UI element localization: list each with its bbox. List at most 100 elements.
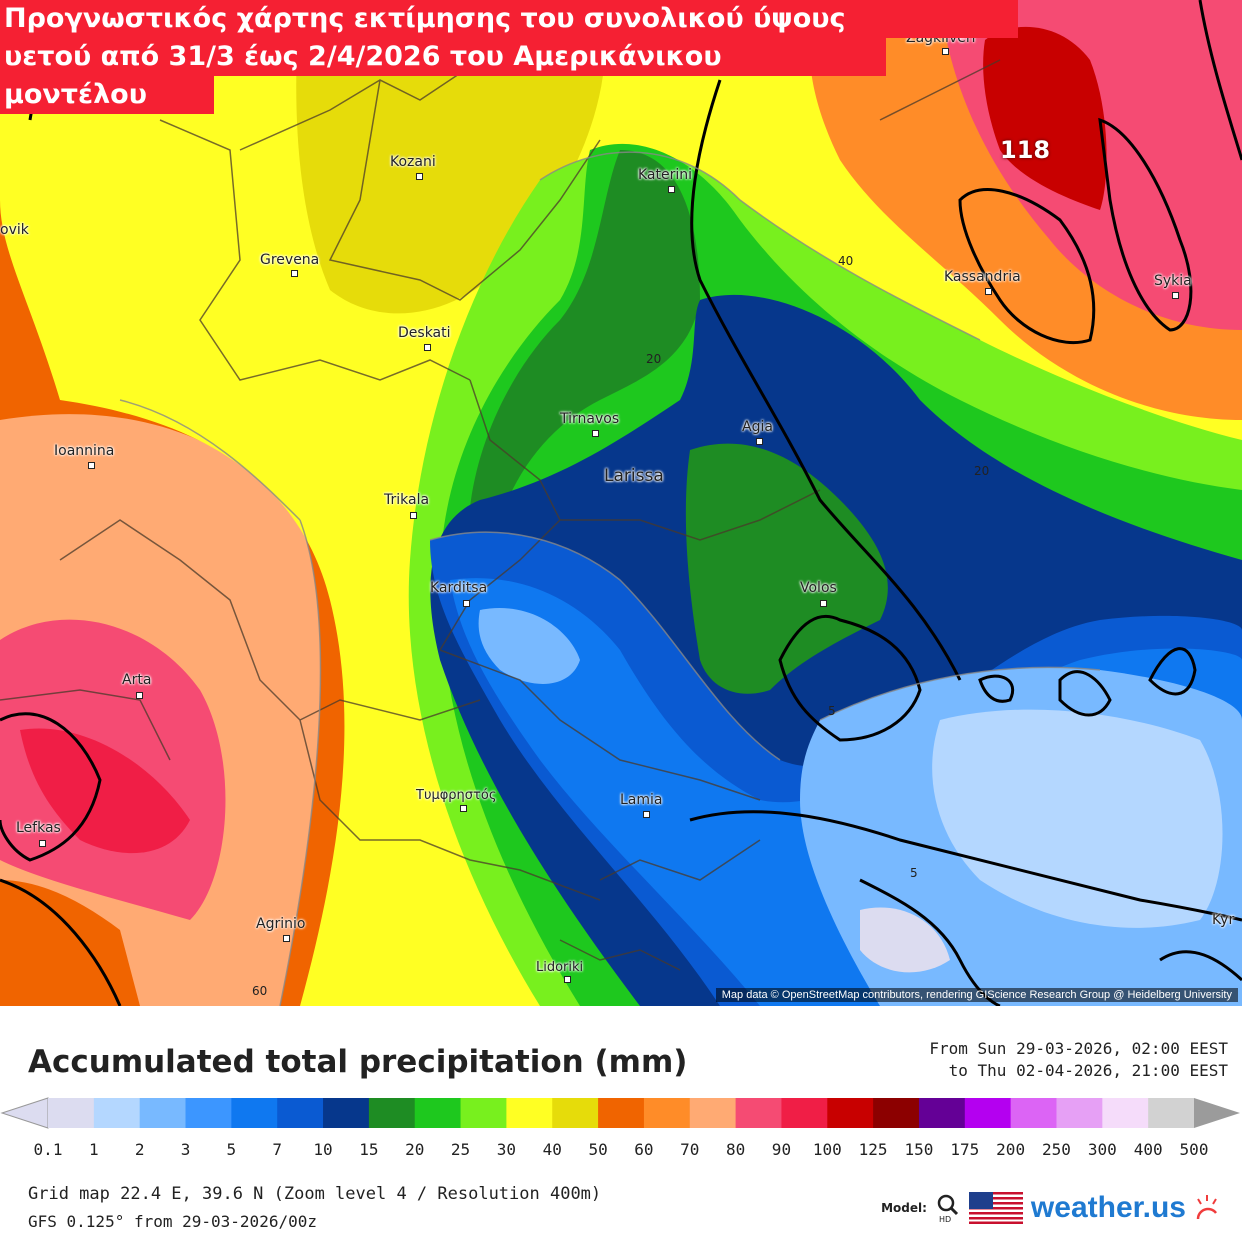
scale-cell	[689, 1098, 737, 1128]
city-marker	[668, 186, 675, 193]
city-marker	[416, 173, 423, 180]
city-marker	[643, 811, 650, 818]
city-marker	[136, 692, 143, 699]
city-label-tymfristos: Τυμφρηστός	[416, 788, 497, 803]
scale-cell	[964, 1098, 1012, 1128]
model-label: Model:	[881, 1201, 927, 1215]
scale-cell	[1056, 1098, 1103, 1128]
scale-tick-label: 1	[89, 1140, 99, 1159]
scale-tick-label: 90	[771, 1140, 792, 1159]
scale-tick-label: 30	[496, 1140, 517, 1159]
city-label-katerini: Katerini	[638, 167, 693, 183]
search-hd-icon: HD	[937, 1194, 958, 1223]
scale-cell	[277, 1098, 324, 1128]
city-marker	[564, 976, 571, 983]
max-value-label: 118	[1000, 136, 1051, 164]
city-label-kozani: Kozani	[390, 154, 436, 170]
city-label-tirnavos: Tirnavos	[560, 411, 620, 427]
scale-cell	[1148, 1098, 1195, 1128]
scale-tick-label: 250	[1042, 1140, 1071, 1159]
svg-text:HD: HD	[939, 1215, 951, 1223]
city-label-arta: Arta	[122, 672, 152, 688]
contour-label: 60	[252, 984, 268, 998]
city-label-agrinio: Agrinio	[256, 916, 306, 932]
scale-cell	[368, 1098, 416, 1128]
city-label-lefkas: Lefkas	[16, 820, 61, 836]
city-marker	[1172, 292, 1179, 299]
scale-cell	[827, 1098, 874, 1128]
model-run-info: GFS 0.125° from 29-03-2026/00z	[28, 1212, 317, 1231]
scale-tick-label: 60	[634, 1140, 654, 1159]
scale-tick-label: 80	[725, 1140, 746, 1159]
scale-tick-label: 3	[180, 1140, 191, 1159]
scale-tick-label: 10	[313, 1140, 333, 1159]
scale-cell	[781, 1098, 828, 1128]
scale-cell	[323, 1098, 370, 1128]
scale-tick-label: 40	[542, 1140, 562, 1159]
scale-cell	[598, 1098, 645, 1128]
headline-line-3: μοντέλου	[0, 76, 214, 114]
city-marker	[463, 600, 470, 607]
scale-cell	[414, 1098, 462, 1128]
scale-cells	[48, 1098, 1195, 1128]
city-label-kassandria: Kassandria	[944, 269, 1021, 285]
scale-cell	[1010, 1098, 1057, 1128]
admin-boundaries	[0, 29, 1001, 971]
scale-arrow-left	[0, 1097, 49, 1129]
color-scale	[0, 1097, 1240, 1129]
scale-tick-label: 300	[1087, 1140, 1117, 1159]
city-label-ioannina: Ioannina	[54, 443, 115, 459]
contour-label: 40	[838, 254, 854, 268]
scale-tick-label: 7	[272, 1140, 283, 1159]
city-marker	[985, 288, 992, 295]
contour-label: 20	[974, 464, 990, 478]
contour-label: 5	[828, 704, 836, 718]
city-label-volos: Volos	[800, 580, 837, 596]
city-label-grevena: Grevena	[260, 252, 320, 268]
us-flag-icon	[968, 1192, 1023, 1224]
map-credit: Map data © OpenStreetMap contributors, r…	[715, 988, 1238, 1002]
contour-lines	[119, 151, 1101, 1006]
city-label-trikala: Trikala	[384, 492, 430, 508]
scale-tick-label: 5	[226, 1140, 237, 1159]
contour-label: 5	[910, 866, 918, 880]
field-light-blue-karditsa	[478, 608, 580, 684]
scale-tick-label: 50	[588, 1140, 608, 1159]
scale-cell	[93, 1098, 141, 1128]
headline-line-1: Προγνωστικός χάρτης εκτίμησης του συνολι…	[0, 0, 1018, 38]
city-marker	[942, 48, 949, 55]
coastline	[0, 0, 1242, 1006]
field-pale	[860, 907, 950, 973]
city-label-lidoriki: Lidoriki	[536, 960, 584, 975]
precipitation-map: Zagkliveri Kozani Katerini Grevena Deska…	[0, 0, 1242, 1006]
scale-cell	[139, 1098, 187, 1128]
sun-icon	[1196, 1195, 1217, 1220]
scale-tick-label: 2	[134, 1140, 145, 1159]
scale-arrow-right	[1194, 1098, 1240, 1128]
city-marker	[424, 344, 431, 351]
city-marker	[592, 430, 599, 437]
scale-tick-label: 175	[950, 1140, 980, 1159]
period-from: From Sun 29-03-2026, 02:00 EEST	[929, 1039, 1228, 1058]
headline-banner: Προγνωστικός χάρτης εκτίμησης του συνολι…	[0, 0, 1018, 114]
scale-tick-label: 70	[680, 1140, 700, 1159]
city-marker	[820, 600, 827, 607]
city-marker	[39, 840, 46, 847]
scale-cell	[460, 1098, 507, 1128]
scale-tick-label: 150	[904, 1140, 934, 1159]
scale-cell	[552, 1098, 599, 1128]
city-label-deskati: Deskati	[398, 325, 451, 341]
scale-tick-label: 25	[450, 1140, 471, 1159]
field-red-max	[983, 26, 1107, 210]
scale-cell	[873, 1098, 920, 1128]
city-label-ovik: ovik	[0, 222, 29, 238]
city-marker	[291, 270, 298, 277]
city-marker	[410, 512, 417, 519]
scale-cell	[48, 1098, 95, 1128]
scale-tick-label: 500	[1179, 1140, 1209, 1159]
field-pale-blue	[932, 709, 1223, 928]
city-marker	[460, 805, 467, 812]
city-marker	[756, 438, 763, 445]
city-marker	[283, 935, 290, 942]
scale-cell	[231, 1098, 278, 1128]
